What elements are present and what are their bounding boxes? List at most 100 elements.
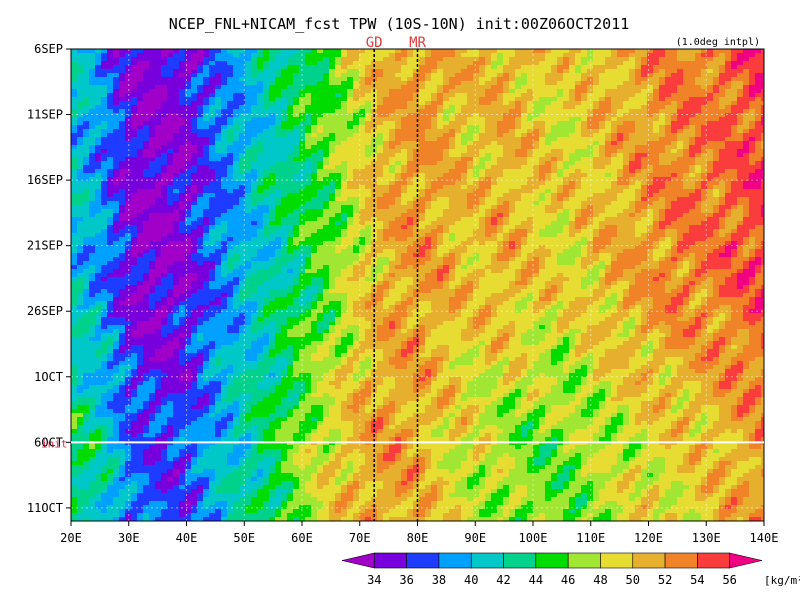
heatmap-cell — [305, 69, 312, 74]
heatmap-cell — [263, 57, 270, 62]
heatmap-cell — [509, 65, 516, 70]
heatmap-cell — [293, 185, 300, 190]
heatmap-cell — [599, 93, 606, 98]
heatmap-cell — [95, 193, 102, 198]
heatmap-cell — [377, 97, 384, 102]
heatmap-cell — [731, 53, 738, 58]
heatmap-cell — [755, 73, 762, 78]
heatmap-cell — [515, 201, 522, 206]
heatmap-cell — [383, 61, 390, 66]
heatmap-cell — [77, 61, 84, 66]
heatmap-cell — [131, 57, 138, 62]
heatmap-cell — [419, 153, 426, 158]
heatmap-cell — [155, 217, 162, 222]
heatmap-cell — [107, 129, 114, 134]
heatmap-cell — [161, 153, 168, 158]
heatmap-cell — [743, 133, 750, 138]
heatmap-cell — [311, 201, 318, 206]
heatmap-cell — [611, 117, 618, 122]
heatmap-cell — [563, 201, 570, 206]
heatmap-cell — [629, 177, 636, 182]
heatmap-cell — [449, 97, 456, 102]
heatmap-cell — [761, 205, 764, 210]
heatmap-cell — [485, 165, 492, 170]
heatmap-cell — [401, 93, 408, 98]
heatmap-cell — [377, 53, 384, 58]
heatmap-cell — [197, 141, 204, 146]
heatmap-cell — [203, 85, 210, 90]
heatmap-cell — [527, 57, 534, 62]
heatmap-cell — [113, 213, 120, 218]
heatmap-cell — [77, 141, 84, 146]
heatmap-cell — [83, 137, 90, 142]
heatmap-cell — [539, 201, 546, 206]
heatmap-cell — [725, 161, 732, 166]
heatmap-cell — [407, 193, 414, 198]
heatmap-cell — [161, 161, 168, 166]
heatmap-cell — [419, 145, 426, 150]
heatmap-cell — [467, 213, 474, 218]
heatmap-cell — [431, 217, 438, 222]
heatmap-cell — [647, 185, 654, 190]
heatmap-cell — [659, 65, 666, 70]
heatmap-cell — [605, 117, 612, 122]
heatmap-cell — [641, 129, 648, 134]
heatmap-cell — [251, 101, 258, 106]
heatmap-cell — [329, 69, 336, 74]
heatmap-cell — [521, 169, 528, 174]
heatmap-cell — [245, 141, 252, 146]
heatmap-cell — [731, 101, 738, 106]
heatmap-cell — [707, 117, 714, 122]
heatmap-cell — [389, 129, 396, 134]
heatmap-cell — [131, 177, 138, 182]
heatmap-cell — [323, 177, 330, 182]
heatmap-cell — [623, 145, 630, 150]
heatmap-cell — [209, 49, 216, 54]
heatmap-cell — [707, 97, 714, 102]
heatmap-cell — [317, 185, 324, 190]
heatmap-cell — [557, 125, 564, 130]
heatmap-cell — [95, 89, 102, 94]
heatmap-cell — [143, 189, 150, 194]
heatmap-cell — [695, 169, 702, 174]
heatmap-cell — [179, 129, 186, 134]
heatmap-cell — [743, 109, 750, 114]
heatmap-cell — [233, 209, 240, 214]
heatmap-cell — [215, 165, 222, 170]
heatmap-cell — [77, 157, 84, 162]
heatmap-cell — [755, 93, 762, 98]
heatmap-cell — [467, 177, 474, 182]
heatmap-cell — [383, 101, 390, 106]
heatmap-cell — [83, 205, 90, 210]
heatmap-cell — [731, 81, 738, 86]
heatmap-cell — [671, 73, 678, 78]
heatmap-cell — [263, 109, 270, 114]
heatmap-cell — [485, 197, 492, 202]
heatmap-cell — [353, 165, 360, 170]
heatmap-cell — [437, 133, 444, 138]
heatmap-cell — [617, 125, 624, 130]
heatmap-cell — [683, 49, 690, 54]
heatmap-cell — [329, 141, 336, 146]
heatmap-cell — [593, 165, 600, 170]
heatmap-cell — [203, 193, 210, 198]
heatmap-cell — [563, 181, 570, 186]
heatmap-cell — [263, 101, 270, 106]
heatmap-cell — [329, 53, 336, 58]
heatmap-cell — [347, 125, 354, 130]
heatmap-cell — [275, 201, 282, 206]
heatmap-cell — [71, 93, 78, 98]
heatmap-cell — [191, 141, 198, 146]
heatmap-cell — [461, 49, 468, 54]
heatmap-cell — [611, 205, 618, 210]
heatmap-cell — [413, 93, 420, 98]
heatmap-cell — [239, 53, 246, 58]
heatmap-cell — [89, 81, 96, 86]
heatmap-cell — [533, 105, 540, 110]
heatmap-cell — [263, 137, 270, 142]
heatmap-cell — [89, 85, 96, 90]
heatmap-cell — [221, 73, 228, 78]
heatmap-cell — [89, 161, 96, 166]
heatmap-cell — [311, 181, 318, 186]
heatmap-cell — [257, 117, 264, 122]
